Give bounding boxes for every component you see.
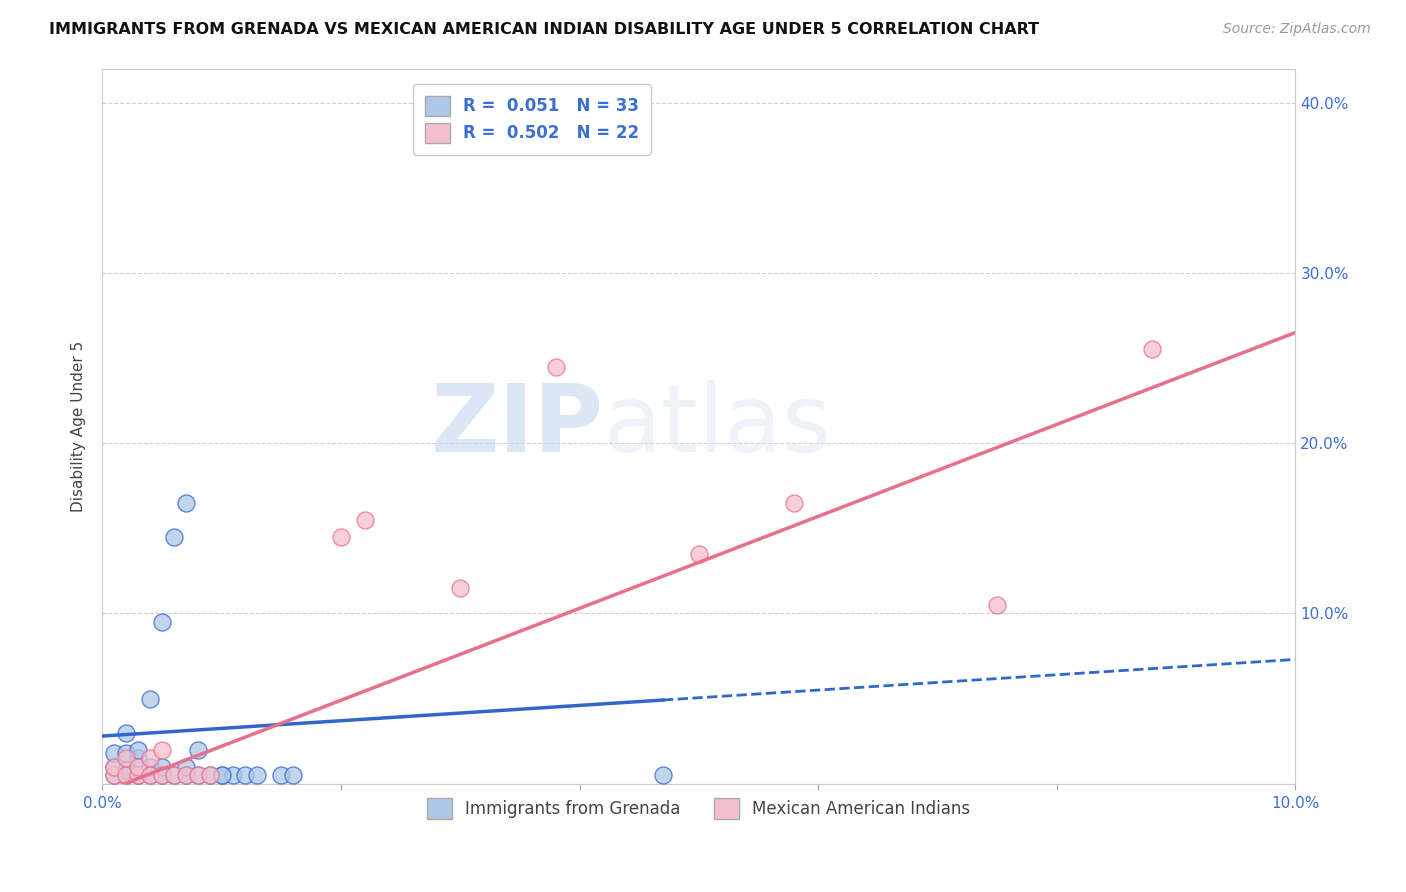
- Point: [544, 359, 567, 374]
- Point: [139, 760, 162, 774]
- Point: [127, 763, 149, 777]
- Point: [115, 751, 138, 765]
- Point: [115, 725, 138, 739]
- Point: [246, 768, 269, 782]
- Point: [103, 760, 125, 774]
- Point: [163, 768, 186, 782]
- Point: [211, 768, 233, 782]
- Point: [115, 763, 138, 777]
- Point: [150, 615, 173, 629]
- Point: [139, 751, 162, 765]
- Text: IMMIGRANTS FROM GRENADA VS MEXICAN AMERICAN INDIAN DISABILITY AGE UNDER 5 CORREL: IMMIGRANTS FROM GRENADA VS MEXICAN AMERI…: [49, 22, 1039, 37]
- Point: [163, 530, 186, 544]
- Text: Source: ZipAtlas.com: Source: ZipAtlas.com: [1223, 22, 1371, 37]
- Point: [329, 530, 352, 544]
- Point: [270, 768, 292, 782]
- Point: [281, 768, 304, 782]
- Point: [449, 581, 471, 595]
- Point: [115, 768, 138, 782]
- Point: [688, 547, 710, 561]
- Point: [139, 768, 162, 782]
- Point: [187, 742, 209, 756]
- Point: [222, 768, 245, 782]
- Point: [115, 746, 138, 760]
- Point: [783, 496, 806, 510]
- Point: [127, 760, 149, 774]
- Point: [174, 496, 197, 510]
- Point: [652, 768, 675, 782]
- Point: [353, 513, 375, 527]
- Point: [127, 768, 149, 782]
- Point: [103, 760, 125, 774]
- Point: [163, 768, 186, 782]
- Point: [174, 768, 197, 782]
- Point: [150, 768, 173, 782]
- Y-axis label: Disability Age Under 5: Disability Age Under 5: [72, 341, 86, 512]
- Point: [103, 768, 125, 782]
- Point: [150, 768, 173, 782]
- Point: [187, 768, 209, 782]
- Point: [127, 751, 149, 765]
- Point: [198, 768, 221, 782]
- Point: [198, 768, 221, 782]
- Point: [127, 768, 149, 782]
- Point: [174, 768, 197, 782]
- Point: [986, 598, 1008, 612]
- Point: [115, 768, 138, 782]
- Point: [127, 742, 149, 756]
- Legend: Immigrants from Grenada, Mexican American Indians: Immigrants from Grenada, Mexican America…: [420, 792, 977, 825]
- Point: [187, 768, 209, 782]
- Point: [103, 746, 125, 760]
- Point: [1142, 343, 1164, 357]
- Text: ZIP: ZIP: [430, 380, 603, 472]
- Point: [150, 760, 173, 774]
- Text: atlas: atlas: [603, 380, 831, 472]
- Point: [235, 768, 257, 782]
- Point: [139, 768, 162, 782]
- Point: [150, 742, 173, 756]
- Point: [211, 768, 233, 782]
- Point: [174, 760, 197, 774]
- Point: [139, 691, 162, 706]
- Point: [103, 768, 125, 782]
